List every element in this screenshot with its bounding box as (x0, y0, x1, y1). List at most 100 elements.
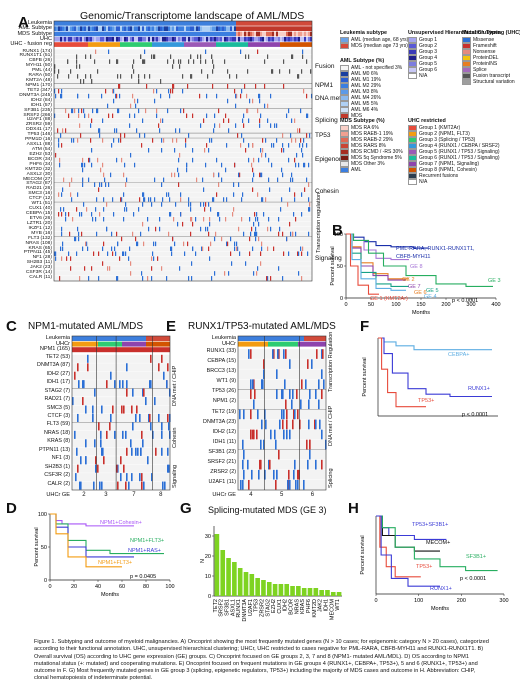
bar (249, 574, 255, 596)
mutation-mark (251, 226, 253, 232)
mutation-mark (162, 118, 164, 123)
mutation-mark (283, 349, 285, 359)
mutation-mark (126, 380, 128, 389)
legend-swatch (340, 149, 349, 155)
mutation-mark (140, 447, 142, 456)
mutation-mark (161, 422, 163, 431)
annotation-cell (94, 31, 96, 37)
mutation-mark (98, 128, 100, 133)
mutation-mark (291, 138, 293, 143)
survival-curve (346, 233, 493, 288)
annotation-cell (134, 341, 136, 347)
annotation-cell (92, 31, 94, 37)
annotation-cell (64, 26, 66, 31)
mutation-mark (108, 113, 110, 119)
mutation-mark (82, 397, 84, 406)
annotation-cell (224, 21, 226, 26)
annotation-cell (192, 31, 194, 37)
mutation-mark (234, 88, 236, 94)
mutation-mark (58, 212, 60, 217)
mutation-mark (156, 108, 158, 114)
legend-swatch (462, 37, 471, 43)
legend-label: Fusion transcript (473, 73, 510, 79)
curve-label: RUNX1+ (430, 586, 452, 592)
legend-swatch (340, 125, 349, 131)
annotation-cell (136, 42, 138, 47)
category-label: STAG2 (265, 599, 271, 617)
mutation-mark (297, 479, 299, 490)
mutation-mark (54, 113, 56, 119)
mutation-mark (102, 162, 104, 168)
y-tick-label: 50 (337, 264, 343, 270)
top-row-label: Leukemia (27, 20, 52, 26)
annotation-cell (114, 26, 116, 31)
annotation-cell (110, 36, 112, 42)
mutation-mark (137, 447, 139, 456)
mutation-mark (227, 83, 229, 89)
bar (301, 588, 307, 596)
annotation-cell (144, 36, 146, 42)
mutation-mark (281, 197, 283, 202)
annotation-cell (294, 21, 296, 26)
annotation-cell (262, 341, 264, 347)
legend-swatch (462, 61, 471, 67)
gene-label: ASXL1 (88) (26, 142, 52, 148)
curve-label: CEBPA+ (448, 352, 469, 358)
mutation-mark (130, 271, 132, 276)
mutation-mark (256, 429, 258, 440)
mutation-mark (151, 266, 153, 271)
oncoprint-frame (53, 20, 313, 282)
annotation-cell (108, 26, 110, 31)
gene-label: SRSF2 (266) (23, 112, 52, 118)
mutation-mark (188, 59, 190, 64)
legend-label: AML M2 29% (351, 83, 381, 89)
mutation-mark (249, 236, 251, 242)
annotation-cell (66, 42, 68, 47)
mutation-mark (132, 388, 134, 397)
gene-label: IDH1 (17) (46, 379, 70, 386)
annotation-cell (260, 31, 262, 37)
mutation-mark (257, 216, 259, 222)
annotation-cell (284, 21, 286, 26)
annotation-cell (292, 42, 294, 47)
panel-g-label: G (180, 500, 192, 517)
annotation-cell (262, 42, 264, 47)
mutation-mark (278, 216, 280, 222)
mutation-mark (77, 192, 79, 197)
annotation-cell (186, 26, 188, 31)
mutation-mark (55, 152, 57, 158)
mutation-mark (248, 118, 250, 123)
mutation-mark (105, 182, 107, 188)
annotation-cell (136, 31, 138, 37)
mutation-mark (235, 103, 237, 109)
y-tick-label: 50 (41, 545, 47, 551)
curve-label: PML-RARA, RUNX1-RUNX1T1, (396, 246, 475, 252)
annotation-cell (308, 36, 310, 42)
mutation-mark (271, 162, 273, 168)
legend-swatch (340, 131, 349, 137)
annotation-cell (72, 36, 74, 42)
mutation-mark (62, 246, 64, 252)
annotation-cell (280, 36, 282, 42)
annotation-cell (272, 341, 274, 347)
annotation-cell (86, 31, 88, 37)
y-axis-label: Percent survival (34, 527, 40, 566)
legend-swatch (408, 167, 417, 173)
gene-row-bg (54, 157, 312, 163)
annotation-cell (188, 36, 190, 42)
mutation-mark (130, 103, 132, 109)
mutation-mark (252, 143, 254, 148)
mutation-mark (286, 419, 288, 430)
mutation-mark (308, 419, 310, 430)
mutation-mark (315, 419, 317, 430)
mutation-mark (143, 192, 145, 197)
annotation-cell (252, 21, 254, 26)
annotation-cell (278, 21, 280, 26)
mutation-mark (132, 64, 134, 69)
mutation-legend-item: Nonsense (462, 49, 496, 55)
bar (266, 582, 272, 596)
mutation-mark (244, 83, 246, 89)
annotation-cell (118, 336, 120, 341)
legend-swatch (340, 101, 349, 107)
y-tick-label: 0 (208, 594, 211, 600)
